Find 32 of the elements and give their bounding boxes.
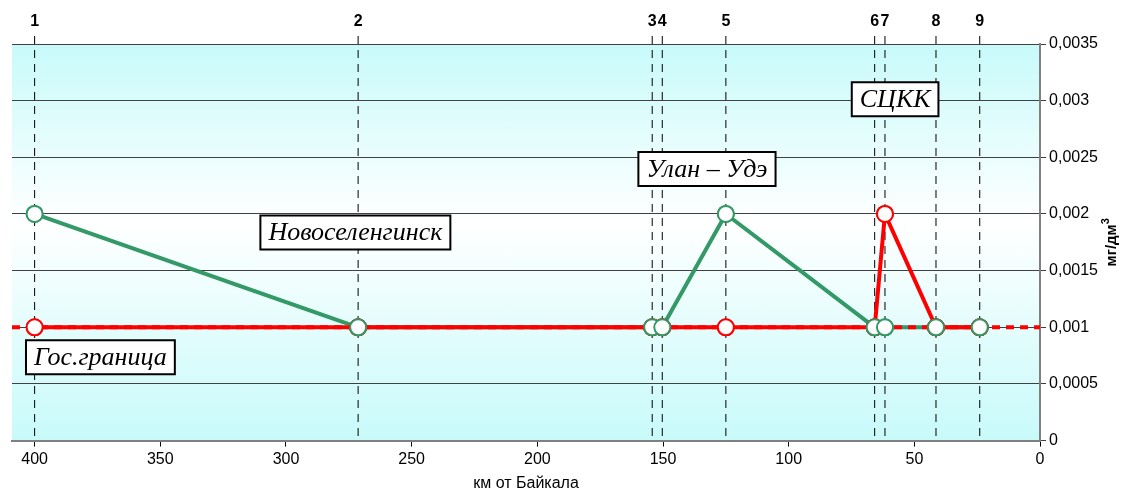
y-tick-label: 0,0025 <box>1049 147 1099 165</box>
x-axis-title: км от Байкала <box>473 473 579 491</box>
y-tick-label: 0,0005 <box>1049 374 1099 392</box>
text: 3 <box>647 12 657 30</box>
x-tick-label: 100 <box>775 449 803 467</box>
annotation: Гос.граница <box>32 342 167 372</box>
text: 5 <box>721 12 731 30</box>
y-axis-title: мг/дм3 <box>1099 218 1120 267</box>
text: 9 <box>975 12 985 30</box>
y-tick-label: 0,0015 <box>1049 261 1099 279</box>
y-tick-label: 0,001 <box>1049 317 1090 335</box>
x-tick-label: 150 <box>649 449 677 467</box>
x-tick-label: 50 <box>905 449 924 467</box>
x-tick-label: 250 <box>398 449 426 467</box>
annotation: Новоселенгинск <box>267 217 444 247</box>
annotation: Улан – Удэ <box>646 153 768 183</box>
x-tick-label: 350 <box>146 449 174 467</box>
x-tick-label: 300 <box>272 449 300 467</box>
text: 7 <box>880 12 890 30</box>
text: 6 <box>870 12 880 30</box>
x-tick-label: 200 <box>523 449 551 467</box>
x-tick-label: 400 <box>21 449 49 467</box>
text: 4 <box>657 12 667 30</box>
text: 1 <box>30 12 40 30</box>
text: 2 <box>353 12 363 30</box>
y-tick-label: 0,002 <box>1049 204 1090 222</box>
text: 8 <box>931 12 941 30</box>
x-tick-label: 0 <box>1035 449 1045 467</box>
annotation: СЦКК <box>859 83 933 113</box>
y-tick-label: 0 <box>1049 431 1059 449</box>
y-tick-label: 0,0035 <box>1049 34 1099 52</box>
y-tick-label: 0,003 <box>1049 91 1090 109</box>
